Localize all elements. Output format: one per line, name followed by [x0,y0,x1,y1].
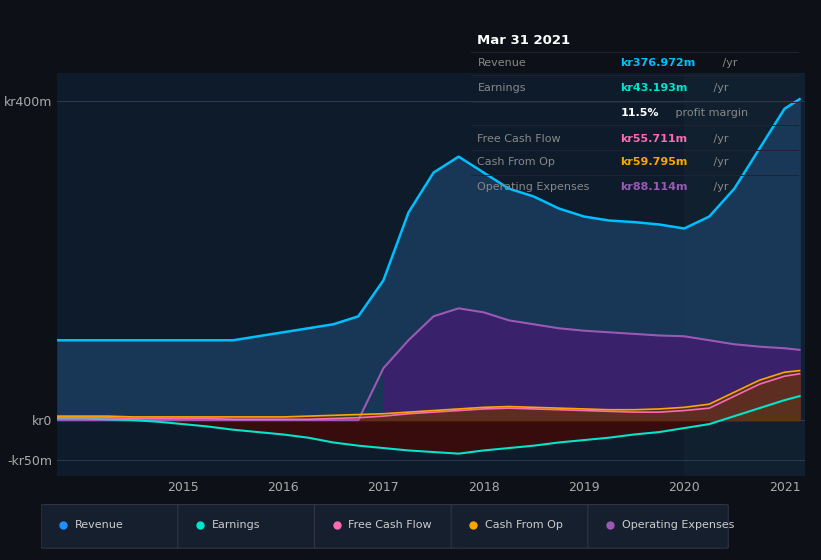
Text: Earnings: Earnings [212,520,260,530]
FancyBboxPatch shape [41,505,181,548]
Text: Mar 31 2021: Mar 31 2021 [478,34,571,47]
Text: /yr: /yr [710,182,728,192]
Text: Free Cash Flow: Free Cash Flow [348,520,432,530]
Text: /yr: /yr [710,83,728,94]
Bar [684,73,805,476]
Text: /yr: /yr [719,58,738,68]
Text: Operating Expenses: Operating Expenses [621,520,734,530]
Text: kr55.711m: kr55.711m [621,133,688,143]
Text: Earnings: Earnings [478,83,526,94]
Text: kr43.193m: kr43.193m [621,83,688,94]
FancyBboxPatch shape [314,505,455,548]
Text: profit margin: profit margin [672,109,748,118]
Text: kr88.114m: kr88.114m [621,182,688,192]
Text: /yr: /yr [710,133,728,143]
Text: Revenue: Revenue [75,520,124,530]
Text: Revenue: Revenue [478,58,526,68]
Text: kr59.795m: kr59.795m [621,157,688,167]
Text: /yr: /yr [710,157,728,167]
Text: Free Cash Flow: Free Cash Flow [478,133,561,143]
Text: Operating Expenses: Operating Expenses [478,182,589,192]
FancyBboxPatch shape [452,505,591,548]
FancyBboxPatch shape [178,505,319,548]
Text: Cash From Op: Cash From Op [478,157,555,167]
Text: 11.5%: 11.5% [621,109,659,118]
Text: Cash From Op: Cash From Op [485,520,563,530]
Text: kr376.972m: kr376.972m [621,58,696,68]
FancyBboxPatch shape [588,505,728,548]
